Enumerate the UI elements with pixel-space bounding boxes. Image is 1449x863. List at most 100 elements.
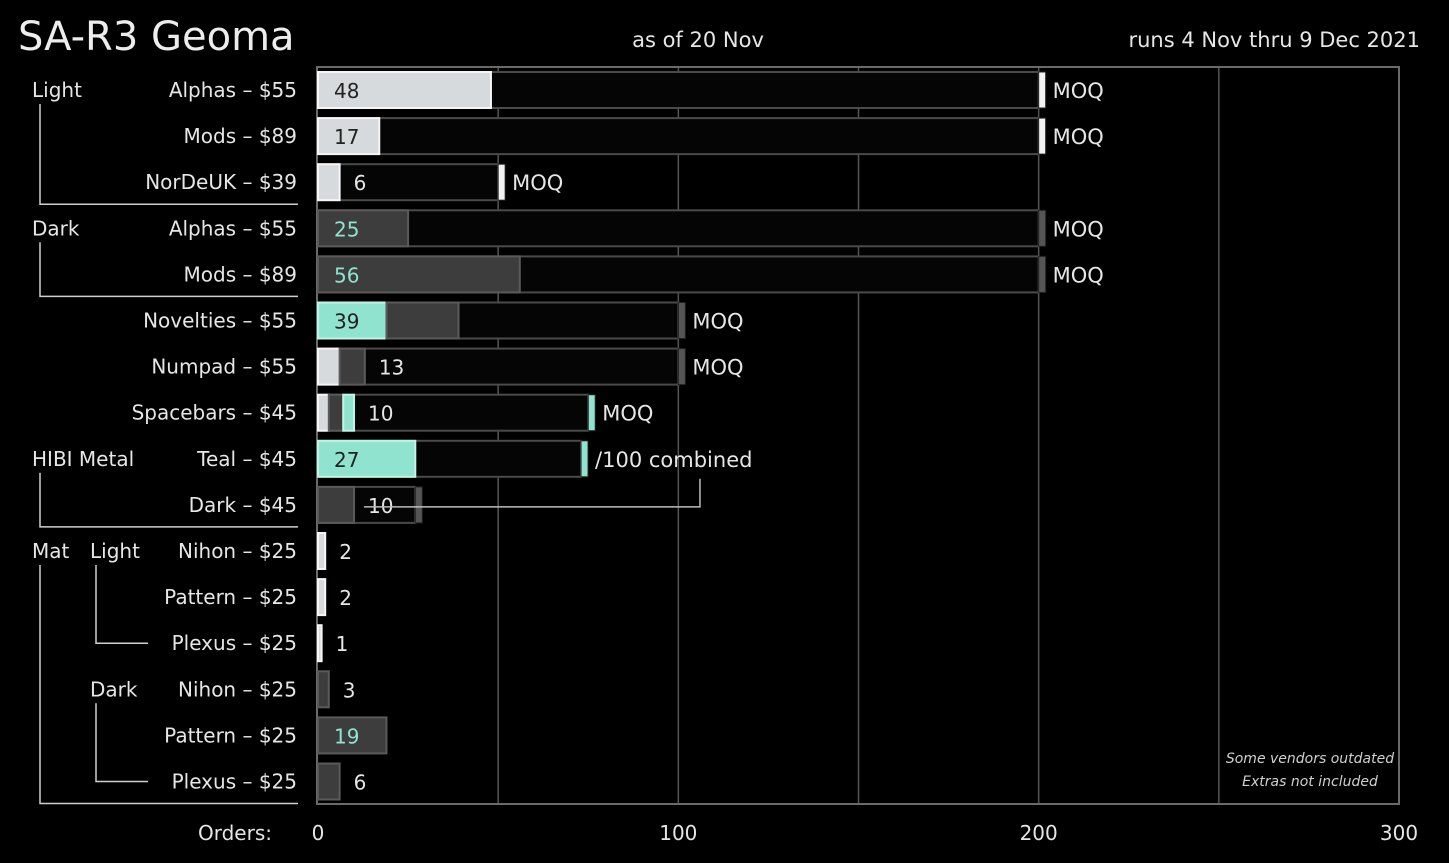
bar-value: 3 xyxy=(343,678,356,702)
moq-marker xyxy=(1038,255,1047,293)
group-label: Mat xyxy=(32,539,70,563)
bar-value: 6 xyxy=(354,171,367,195)
x-tick-label: 200 xyxy=(1020,821,1058,845)
moq-target-box xyxy=(317,117,1040,156)
bar-segment-dark xyxy=(338,347,366,386)
bar-segment-light xyxy=(317,71,492,109)
moq-target-box xyxy=(317,393,590,432)
moq-marker xyxy=(497,163,506,201)
moq-target-box xyxy=(317,347,680,386)
note-extras: Extras not included xyxy=(1242,774,1378,790)
moq-marker xyxy=(414,486,423,524)
row-label: Nihon – $25 xyxy=(178,677,297,701)
row-label: Nihon – $25 xyxy=(178,539,297,563)
chart-title: SA-R3 Geoma xyxy=(18,14,295,60)
row-label: Spacebars – $45 xyxy=(132,401,297,425)
plot-area: 0 100 200 300 Alphas – $55 MOQ 48 Mods – $89 MOQ… xyxy=(32,66,1418,845)
moq-marker xyxy=(587,394,596,432)
bar-segment-light xyxy=(317,578,327,617)
row-label: Mods – $89 xyxy=(184,262,298,286)
bar-segment-dark xyxy=(327,393,345,432)
group-bracket xyxy=(39,242,298,298)
run-dates: runs 4 Nov thru 9 Dec 2021 xyxy=(1128,28,1420,52)
bar-segment-dark xyxy=(317,670,330,709)
note-vendors: Some vendors outdated xyxy=(1226,751,1394,767)
moq-label: MOQ xyxy=(1053,79,1104,103)
bar-value: 25 xyxy=(334,217,359,241)
row-label: Mods – $89 xyxy=(184,124,298,148)
subgroup-label: Dark xyxy=(90,677,138,701)
moq-marker xyxy=(677,348,686,386)
bar-segment-light xyxy=(317,532,327,570)
moq-marker xyxy=(580,440,589,478)
bar-value: 19 xyxy=(334,724,359,748)
bar-value: 10 xyxy=(368,402,393,426)
group-bracket xyxy=(39,565,298,805)
row-label: Pattern – $25 xyxy=(164,585,297,609)
moq-marker xyxy=(1038,117,1047,155)
as-of-date: as of 20 Nov xyxy=(632,28,764,52)
bar-segment-dark xyxy=(317,255,521,294)
bar-value: 13 xyxy=(379,356,404,380)
row-label: Teal – $45 xyxy=(196,447,297,471)
subgroup-bracket xyxy=(95,703,148,783)
x-tick-label: 300 xyxy=(1380,821,1418,845)
bar-segment-dark xyxy=(317,209,410,248)
bar-value: 6 xyxy=(354,771,367,795)
group-label: HIBI Metal xyxy=(32,447,134,471)
group-label: Light xyxy=(32,78,82,102)
x-tick-label: 0 xyxy=(312,821,325,845)
moq-label: MOQ xyxy=(1053,125,1104,149)
bar-value: 27 xyxy=(334,448,359,472)
bar-value: 1 xyxy=(336,632,349,656)
bar-value: 2 xyxy=(339,586,352,610)
bar-value: 56 xyxy=(334,263,359,287)
bar-segment-light xyxy=(317,163,341,202)
moq-label: /100 combined xyxy=(595,448,752,472)
moq-marker xyxy=(677,302,686,339)
moq-target-box xyxy=(317,163,500,202)
bar-segment-teal xyxy=(317,301,388,340)
x-axis-label: Orders: xyxy=(198,821,272,845)
subgroup-bracket xyxy=(95,565,148,644)
plot-frame xyxy=(316,66,1400,805)
group-bracket xyxy=(39,472,298,528)
moq-label: MOQ xyxy=(602,402,653,426)
moq-marker xyxy=(1038,71,1047,109)
row-label: Alphas – $55 xyxy=(169,78,297,102)
bar-segment-light xyxy=(317,624,323,663)
row-label: Plexus – $25 xyxy=(172,770,297,794)
bar-segment-light xyxy=(317,347,341,386)
bar-segment-light xyxy=(317,117,381,156)
bar-segment-dark xyxy=(317,716,388,755)
moq-label: MOQ xyxy=(692,356,743,380)
moq-label: MOQ xyxy=(1053,217,1104,241)
bar-segment-teal xyxy=(317,439,417,478)
row-label: Alphas – $55 xyxy=(169,216,297,240)
group-label: Dark xyxy=(32,216,80,240)
bar-value: 2 xyxy=(339,540,352,564)
combined-connector xyxy=(364,478,701,508)
group-bracket xyxy=(39,104,298,205)
moq-marker xyxy=(1038,209,1047,247)
bar-segment-teal xyxy=(342,393,356,432)
bar-segment-dark xyxy=(385,301,460,340)
bar-value: 10 xyxy=(368,494,393,518)
bar-value: 17 xyxy=(334,125,359,149)
row-label: Plexus – $25 xyxy=(172,631,297,655)
row-label: Numpad – $55 xyxy=(151,355,297,379)
row-label: Dark – $45 xyxy=(189,493,297,517)
row-label: Pattern – $25 xyxy=(164,723,297,747)
bar-segment-dark xyxy=(317,485,356,524)
bar-value: 48 xyxy=(334,79,359,103)
subgroup-label: Light xyxy=(90,539,140,563)
row-label: NorDeUK – $39 xyxy=(145,170,297,194)
moq-label: MOQ xyxy=(512,171,563,195)
bar-value: 39 xyxy=(334,310,359,334)
row-label: Novelties – $55 xyxy=(143,309,297,333)
moq-target-box xyxy=(317,209,1040,248)
moq-label: MOQ xyxy=(692,310,743,334)
bar-segment-light xyxy=(317,393,330,432)
x-tick-label: 100 xyxy=(659,821,697,845)
